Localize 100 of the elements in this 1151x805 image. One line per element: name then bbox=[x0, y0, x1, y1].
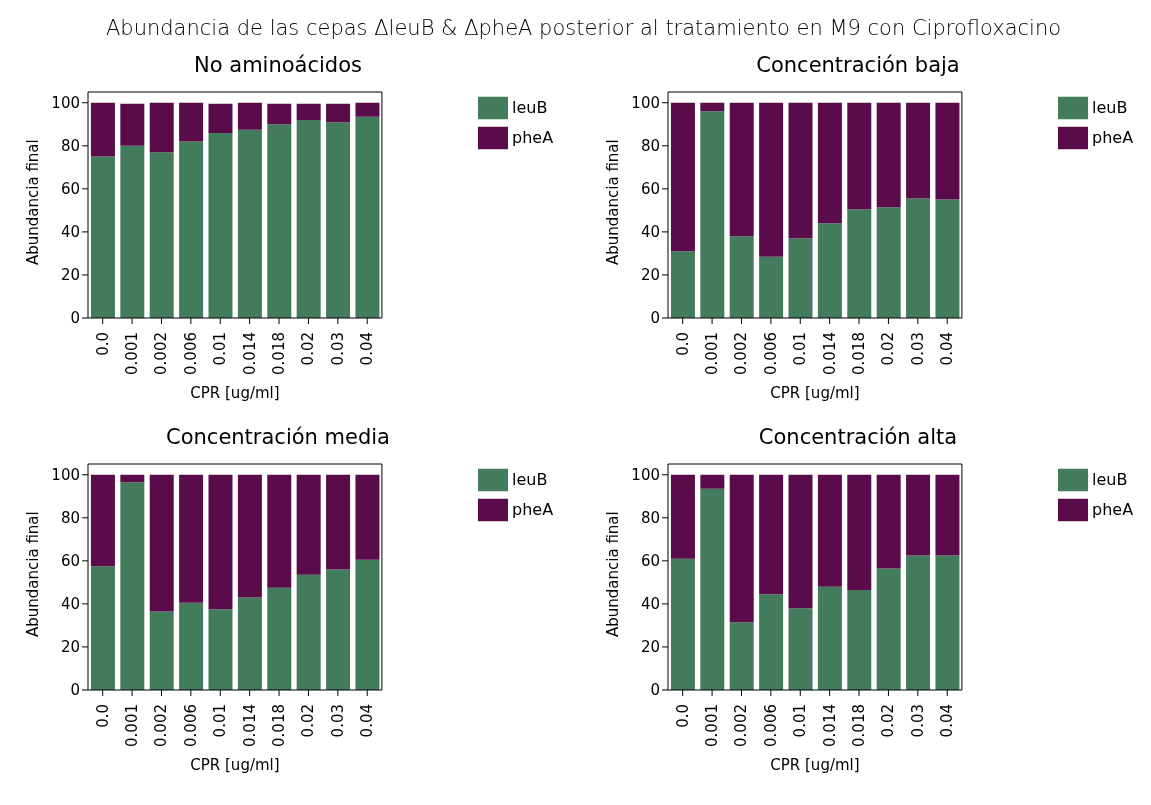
bar bbox=[237, 474, 262, 598]
x-tick-label: 0.02 bbox=[299, 704, 318, 738]
bar bbox=[876, 102, 901, 208]
y-tick-label: 0 bbox=[70, 309, 80, 328]
y-tick-label: 20 bbox=[640, 266, 660, 285]
bar bbox=[847, 209, 872, 318]
bar bbox=[729, 236, 754, 318]
bar bbox=[847, 474, 872, 590]
bar bbox=[817, 586, 842, 690]
x-tick-label: 0.002 bbox=[152, 704, 171, 747]
legend-label: pheA bbox=[512, 499, 554, 519]
x-tick-label: 0.0 bbox=[673, 332, 692, 356]
x-tick-label: 0.002 bbox=[732, 332, 751, 375]
bar bbox=[817, 102, 842, 224]
chart-title: Concentración baja bbox=[755, 53, 961, 79]
y-tick-label: 0 bbox=[650, 681, 660, 700]
bar bbox=[906, 474, 931, 556]
bar bbox=[788, 102, 813, 239]
bar bbox=[179, 474, 204, 603]
bar bbox=[876, 474, 901, 569]
y-tick-label: 100 bbox=[51, 466, 80, 485]
bar bbox=[817, 223, 842, 318]
bar bbox=[179, 141, 204, 318]
x-tick-label: 0.018 bbox=[270, 332, 289, 375]
x-tick-label: 0.01 bbox=[791, 332, 810, 366]
bar bbox=[906, 198, 931, 318]
y-tick-label: 60 bbox=[60, 552, 80, 571]
bar bbox=[788, 474, 813, 609]
bar bbox=[120, 474, 145, 483]
bar bbox=[120, 145, 145, 318]
bar bbox=[729, 622, 754, 690]
x-tick-label: 0.0 bbox=[673, 704, 692, 728]
y-tick-label: 60 bbox=[640, 180, 660, 199]
bar bbox=[759, 256, 784, 318]
legend-label: leuB bbox=[1092, 469, 1128, 489]
bar bbox=[149, 102, 174, 153]
legend-label: pheA bbox=[1092, 127, 1134, 147]
bar bbox=[267, 103, 292, 125]
bar bbox=[296, 474, 321, 575]
bar bbox=[700, 474, 725, 489]
bar bbox=[90, 474, 115, 567]
bar bbox=[700, 111, 725, 318]
x-tick-label: 0.001 bbox=[703, 704, 722, 747]
bar bbox=[149, 152, 174, 318]
x-tick-label: 0.04 bbox=[358, 332, 377, 366]
bar bbox=[729, 102, 754, 237]
bar bbox=[237, 129, 262, 318]
bar bbox=[296, 119, 321, 318]
x-tick-label: 0.002 bbox=[152, 332, 171, 375]
y-tick-label: 0 bbox=[70, 681, 80, 700]
y-tick-label: 20 bbox=[60, 638, 80, 657]
bar bbox=[935, 199, 960, 318]
bar bbox=[670, 251, 695, 318]
chart-title: Concentración alta bbox=[757, 425, 959, 451]
x-tick-label: 0.018 bbox=[850, 704, 869, 747]
x-axis-title: CPR [ug/ml] bbox=[770, 756, 860, 774]
x-tick-label: 0.006 bbox=[181, 704, 200, 747]
x-tick-label: 0.018 bbox=[270, 704, 289, 747]
y-axis-title: Abundancia final bbox=[24, 511, 43, 637]
bar bbox=[296, 103, 321, 120]
bar bbox=[296, 574, 321, 690]
y-tick-label: 60 bbox=[640, 552, 660, 571]
y-tick-label: 20 bbox=[640, 638, 660, 657]
bar bbox=[355, 102, 380, 117]
y-tick-label: 80 bbox=[640, 509, 660, 528]
x-tick-label: 0.001 bbox=[123, 332, 142, 375]
bar bbox=[326, 122, 351, 318]
bar bbox=[935, 102, 960, 200]
bar bbox=[759, 474, 784, 595]
bar bbox=[149, 474, 174, 612]
x-axis-title: CPR [ug/ml] bbox=[190, 756, 280, 774]
bar bbox=[906, 102, 931, 199]
x-tick-label: 0.02 bbox=[879, 332, 898, 366]
bar bbox=[729, 474, 754, 623]
x-axis-title: CPR [ug/ml] bbox=[190, 384, 280, 402]
y-tick-label: 100 bbox=[631, 94, 660, 113]
y-tick-label: 100 bbox=[51, 94, 80, 113]
bar bbox=[876, 568, 901, 690]
bar bbox=[208, 103, 233, 133]
x-tick-label: 0.02 bbox=[879, 704, 898, 738]
bar bbox=[876, 207, 901, 318]
bar bbox=[90, 566, 115, 690]
bar bbox=[847, 589, 872, 690]
bar bbox=[326, 569, 351, 690]
x-axis-title: CPR [ug/ml] bbox=[770, 384, 860, 402]
x-tick-label: 0.03 bbox=[908, 332, 927, 366]
y-tick-label: 20 bbox=[60, 266, 80, 285]
x-tick-label: 0.01 bbox=[791, 704, 810, 738]
y-tick-label: 40 bbox=[640, 595, 660, 614]
x-tick-label: 0.04 bbox=[938, 332, 957, 366]
x-tick-label: 0.014 bbox=[820, 704, 839, 747]
x-tick-label: 0.03 bbox=[328, 704, 347, 738]
x-tick-label: 0.006 bbox=[761, 332, 780, 375]
y-tick-label: 40 bbox=[640, 223, 660, 242]
text: Abundancia de las cepas ΔleuB & ΔpheA posterior al tratamiento en M9 con Ciprofloxacino bbox=[105, 16, 1062, 40]
y-axis-title: Abundancia final bbox=[604, 511, 623, 637]
legend-label: pheA bbox=[512, 127, 554, 147]
x-tick-label: 0.006 bbox=[181, 332, 200, 375]
y-tick-label: 80 bbox=[60, 509, 80, 528]
bar bbox=[267, 124, 292, 318]
